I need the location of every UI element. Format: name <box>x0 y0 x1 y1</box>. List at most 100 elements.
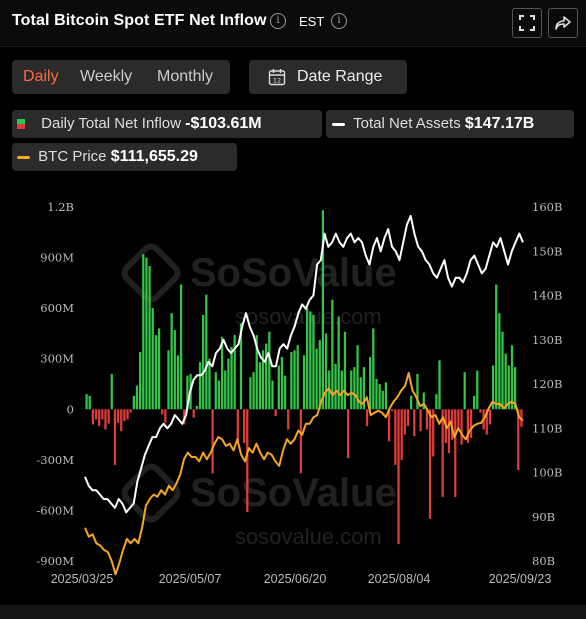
inflow-bar[interactable] <box>476 370 479 410</box>
inflow-bar[interactable] <box>454 409 457 497</box>
inflow-bar[interactable] <box>233 335 236 410</box>
inflow-bar[interactable] <box>261 350 265 410</box>
inflow-bar[interactable] <box>202 314 205 410</box>
inflow-bar[interactable] <box>356 345 359 410</box>
inflow-bar[interactable] <box>243 409 246 443</box>
inflow-bar[interactable] <box>148 266 151 410</box>
inflow-bar[interactable] <box>98 409 101 427</box>
tab-daily[interactable]: Daily <box>23 68 59 85</box>
inflow-bar[interactable] <box>88 395 91 410</box>
inflow-bar[interactable] <box>139 351 142 410</box>
inflow-bar[interactable] <box>410 395 413 410</box>
inflow-bar[interactable] <box>227 358 230 410</box>
inflow-bar[interactable] <box>394 409 397 465</box>
fullscreen-button[interactable] <box>512 8 542 38</box>
inflow-bar[interactable] <box>280 357 284 410</box>
inflow-bar[interactable] <box>378 384 381 410</box>
inflow-bar[interactable] <box>271 380 274 410</box>
btc-price-line[interactable] <box>84 371 524 576</box>
inflow-bar[interactable] <box>353 367 356 410</box>
inflow-bar[interactable] <box>214 372 217 410</box>
inflow-bar[interactable] <box>299 409 302 474</box>
inflow-bar[interactable] <box>306 308 309 410</box>
inflow-bar[interactable] <box>501 331 504 410</box>
inflow-bar[interactable] <box>132 395 135 410</box>
inflow-bar[interactable] <box>154 335 158 410</box>
inflow-bar[interactable] <box>277 365 280 410</box>
inflow-bar[interactable] <box>337 316 340 410</box>
inflow-bar[interactable] <box>239 323 243 410</box>
inflow-bar[interactable] <box>387 409 391 442</box>
info-icon[interactable]: i <box>270 13 286 29</box>
inflow-bar[interactable] <box>255 335 258 410</box>
inflow-bar[interactable] <box>265 343 268 410</box>
inflow-bar[interactable] <box>403 409 406 435</box>
inflow-bar[interactable] <box>463 372 466 410</box>
inflow-bar[interactable] <box>120 409 123 432</box>
inflow-bar[interactable] <box>491 365 495 410</box>
timezone-info-icon[interactable]: i <box>331 13 347 29</box>
inflow-bar[interactable] <box>135 385 139 410</box>
inflow-bar[interactable] <box>513 367 517 410</box>
inflow-bar[interactable] <box>110 373 113 410</box>
inflow-bar[interactable] <box>252 372 255 410</box>
inflow-bar[interactable] <box>362 367 366 410</box>
inflow-bar[interactable] <box>208 358 211 410</box>
inflow-bar[interactable] <box>211 409 214 474</box>
inflow-bar[interactable] <box>331 299 334 410</box>
inflow-bar[interactable] <box>315 348 318 410</box>
inflow-bar[interactable] <box>441 409 444 497</box>
inflow-bar[interactable] <box>287 409 290 430</box>
inflow-bar[interactable] <box>107 409 110 424</box>
inflow-bar[interactable] <box>312 314 315 410</box>
inflow-bar[interactable] <box>283 375 287 410</box>
inflow-bar[interactable] <box>116 409 120 423</box>
inflow-bar[interactable] <box>236 409 239 442</box>
inflow-bar[interactable] <box>129 409 132 413</box>
inflow-bar[interactable] <box>381 390 384 410</box>
inflow-bar[interactable] <box>161 409 164 415</box>
inflow-bar[interactable] <box>309 311 312 410</box>
inflow-bar[interactable] <box>425 409 429 430</box>
legend-assets[interactable]: Total Net Assets $147.17B <box>326 110 574 138</box>
inflow-bar[interactable] <box>249 377 252 410</box>
inflow-bar[interactable] <box>176 355 180 410</box>
tab-weekly[interactable]: Weekly <box>80 68 133 85</box>
inflow-bar[interactable] <box>422 392 425 410</box>
inflow-bar[interactable] <box>170 313 173 410</box>
inflow-bar[interactable] <box>343 331 347 410</box>
inflow-bar[interactable] <box>473 395 476 410</box>
inflow-bar[interactable] <box>365 409 369 427</box>
date-range-button[interactable]: 12 Date Range <box>249 60 407 94</box>
inflow-bar[interactable] <box>167 350 170 410</box>
inflow-bar[interactable] <box>321 210 325 410</box>
inflow-bar[interactable] <box>274 409 277 417</box>
legend-inflow[interactable]: Daily Total Net Inflow -$103.61M <box>12 110 322 138</box>
share-button[interactable] <box>548 8 578 38</box>
inflow-bar[interactable] <box>192 409 195 418</box>
inflow-bar[interactable] <box>113 409 117 465</box>
inflow-bar[interactable] <box>479 409 482 413</box>
inflow-bar[interactable] <box>350 370 353 410</box>
inflow-bar[interactable] <box>391 409 394 411</box>
inflow-bar[interactable] <box>123 409 126 422</box>
inflow-bar[interactable] <box>145 257 148 410</box>
inflow-bar[interactable] <box>246 409 249 513</box>
inflow-bar[interactable] <box>101 409 104 420</box>
inflow-bar[interactable] <box>230 346 233 410</box>
inflow-bar[interactable] <box>258 362 262 410</box>
inflow-bar[interactable] <box>217 380 221 410</box>
inflow-bar[interactable] <box>466 409 469 443</box>
inflow-bar[interactable] <box>432 409 435 457</box>
inflow-bar[interactable] <box>400 409 403 460</box>
inflow-bar[interactable] <box>384 382 388 410</box>
inflow-bar[interactable] <box>205 294 208 410</box>
inflow-bar[interactable] <box>94 409 98 420</box>
inflow-bar[interactable] <box>318 340 321 410</box>
inflow-bar[interactable] <box>151 308 154 410</box>
inflow-bar[interactable] <box>334 363 337 410</box>
legend-price[interactable]: BTC Price $111,655.29 <box>12 143 237 171</box>
inflow-bar[interactable] <box>457 409 460 430</box>
inflow-bar[interactable] <box>346 409 350 459</box>
inflow-bar[interactable] <box>302 355 306 410</box>
